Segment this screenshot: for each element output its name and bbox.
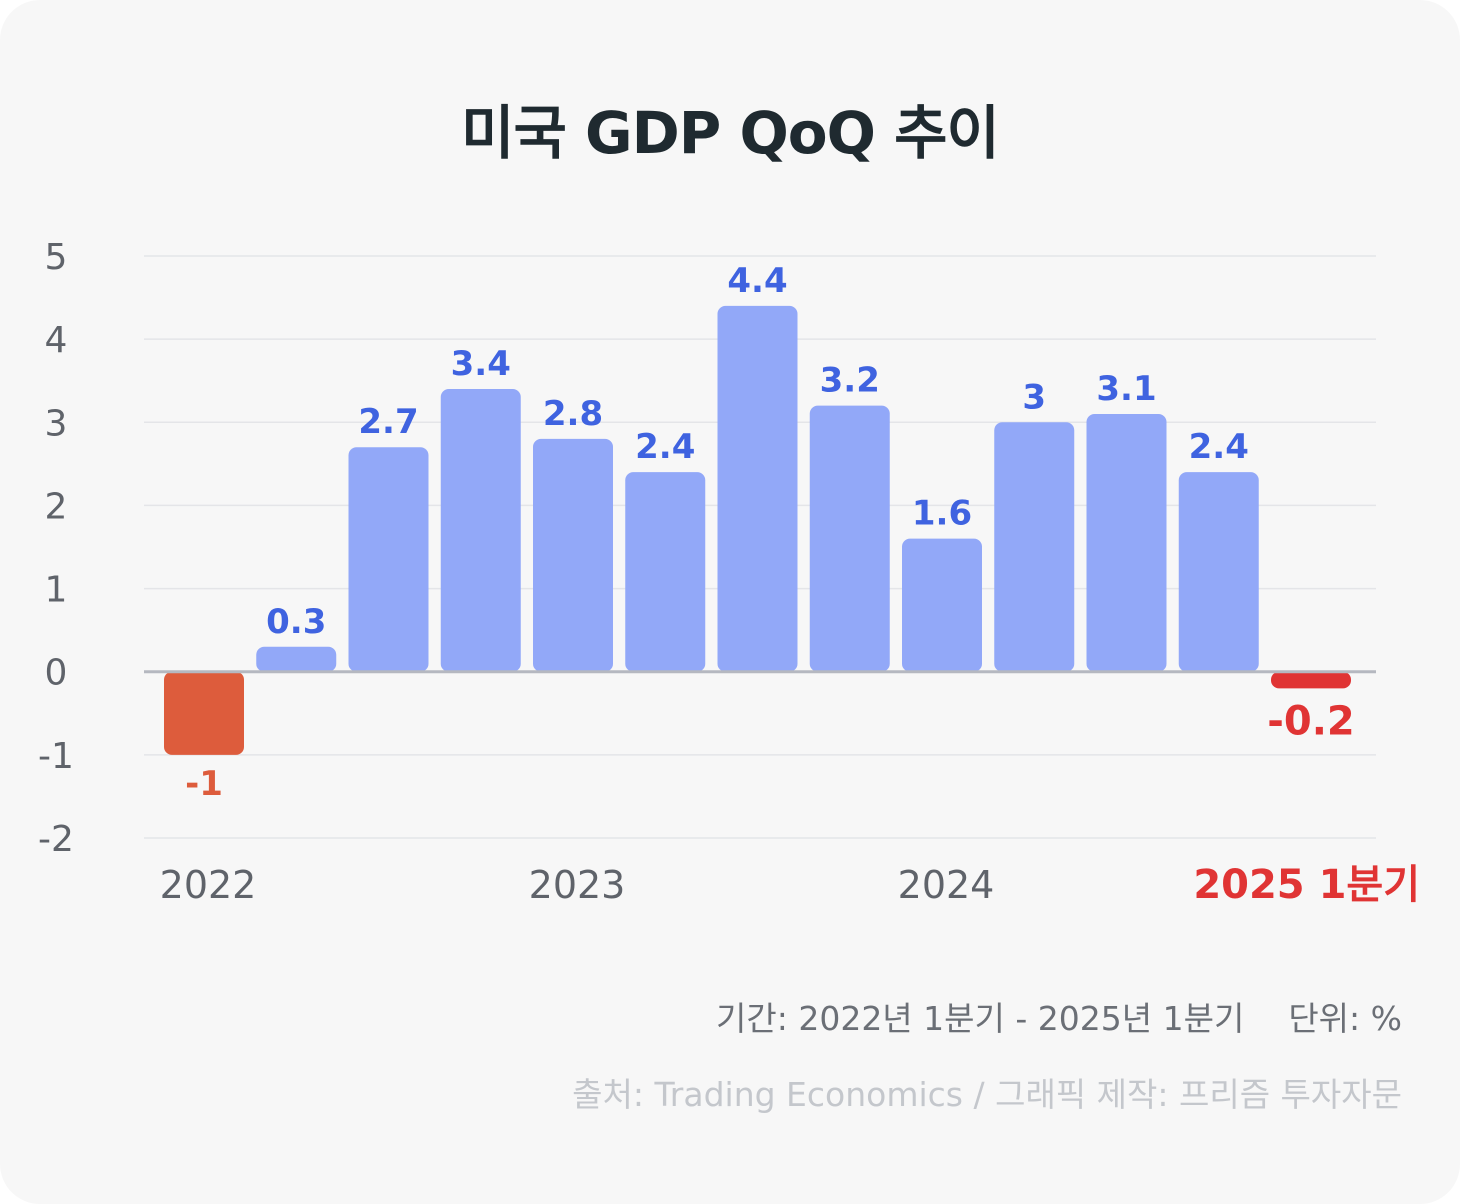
bar-value-label: 2.4 [635, 427, 695, 467]
bar [256, 646, 337, 672]
y-tick-label: 0 [45, 653, 68, 694]
y-tick-label: 3 [45, 403, 68, 444]
chart-title: 미국 GDP QoQ 추이 [461, 99, 1000, 167]
bar-chart: 5 4 3 2 1 0 -1 -2 -1 0.3 2.7 3.4 2.8 2.4 4.4 3.2 1.6 3 3.1… [38, 237, 1420, 908]
y-tick-label: 4 [45, 320, 68, 361]
x-tick-label: 2024 [898, 863, 995, 907]
bar-value-label: 3.4 [451, 344, 511, 384]
bar-value-label: 1.6 [912, 494, 972, 534]
bar-value-label: 3.2 [820, 361, 880, 401]
chart-meta: 기간: 2022년 1분기 - 2025년 1분기 단위: % [716, 992, 1402, 1040]
bar-value-label: -0.2 [1267, 698, 1354, 744]
bar [902, 538, 982, 672]
bar [440, 389, 521, 672]
period-text: 기간: 2022년 1분기 - 2025년 1분기 [716, 999, 1245, 1038]
y-tick-label: -1 [38, 736, 74, 777]
bar-value-label: 4.4 [727, 261, 787, 301]
y-tick-label: 2 [45, 486, 68, 527]
bar [164, 671, 244, 755]
bar-value-label: 3 [1022, 377, 1046, 417]
bar-value-label: 2.4 [1189, 427, 1249, 467]
x-tick-label: 2023 [529, 863, 626, 907]
bar-value-label: 0.3 [266, 602, 326, 642]
bar [1086, 413, 1167, 672]
bar [348, 447, 429, 672]
bar [809, 405, 890, 672]
bar [994, 422, 1075, 672]
bar [1178, 472, 1259, 672]
x-tick-label: 2022 [160, 863, 257, 907]
bar [1271, 671, 1351, 689]
bar-value-label: 3.1 [1096, 369, 1156, 409]
y-tick-label: 5 [45, 237, 68, 278]
y-tick-label: 1 [45, 570, 68, 611]
x-tick-label: 2025 1분기 [1193, 862, 1420, 908]
bar [625, 472, 706, 672]
bar-value-label: 2.7 [358, 402, 418, 442]
source-text: 출처: Trading Economics / 그래픽 제작: 프리즘 투자자문 [572, 1075, 1402, 1114]
unit-text: 단위: % [1288, 999, 1402, 1038]
y-tick-label: -2 [38, 819, 74, 860]
bar-value-label: -1 [185, 764, 223, 804]
bar [717, 305, 798, 672]
bar-value-label: 2.8 [543, 394, 603, 434]
bar [533, 438, 613, 672]
